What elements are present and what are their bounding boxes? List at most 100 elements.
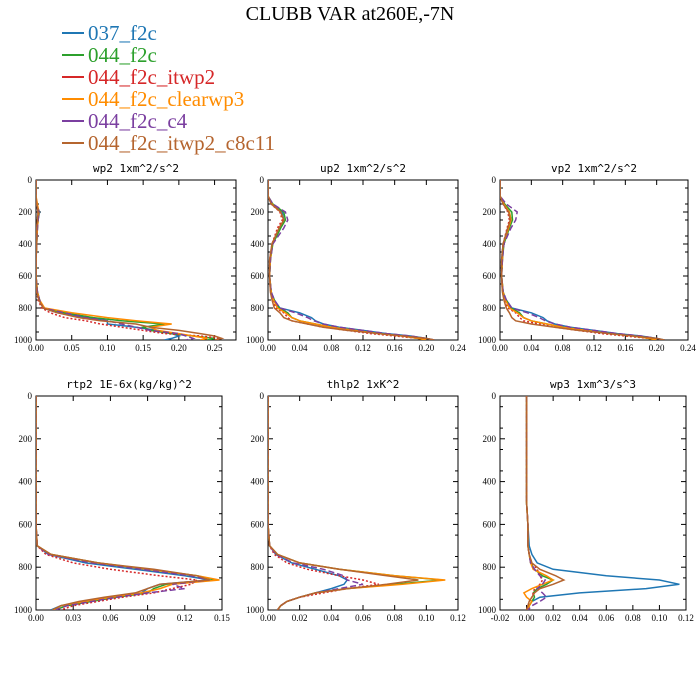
y-tick-label: 200 bbox=[19, 207, 33, 217]
y-tick-label: 1000 bbox=[478, 335, 497, 345]
chart-title: up2 1xm^2/s^2 bbox=[320, 162, 406, 175]
y-tick-label: 0 bbox=[492, 175, 497, 185]
series-line bbox=[500, 180, 665, 340]
x-tick-label: 0.03 bbox=[65, 613, 81, 623]
y-tick-label: 800 bbox=[483, 562, 497, 572]
series-line bbox=[268, 180, 435, 340]
x-tick-label: 0.12 bbox=[450, 613, 466, 623]
series-line bbox=[525, 396, 566, 610]
x-tick-label: 0.04 bbox=[292, 343, 308, 353]
series-line bbox=[36, 180, 215, 340]
plot-frame bbox=[499, 179, 689, 341]
legend-swatch bbox=[62, 142, 84, 144]
x-tick-label: 0.20 bbox=[649, 343, 665, 353]
y-tick-label: 200 bbox=[483, 207, 497, 217]
y-tick-label: 200 bbox=[251, 434, 265, 444]
series-line bbox=[500, 180, 657, 340]
x-tick-label: 0.16 bbox=[387, 343, 403, 353]
plot-frame bbox=[499, 395, 687, 611]
chart-panel: rtp2 1E-6x(kg/kg)^2 0 200 400 600 800 10000.00… bbox=[14, 378, 230, 623]
x-tick-label: 0.00 bbox=[492, 343, 508, 353]
legend-label: 037_f2c bbox=[88, 21, 157, 45]
series-line bbox=[500, 180, 665, 340]
y-tick-label: 400 bbox=[483, 239, 497, 249]
x-tick-label: 0.02 bbox=[292, 613, 308, 623]
y-tick-label: 400 bbox=[251, 239, 265, 249]
x-tick-label: 0.10 bbox=[418, 613, 434, 623]
plot-frame bbox=[267, 395, 459, 611]
legend-swatch bbox=[62, 120, 84, 122]
series-line bbox=[36, 396, 200, 610]
x-tick-label: 0.06 bbox=[103, 613, 119, 623]
legend-label: 044_f2c_itwp2 bbox=[88, 65, 216, 89]
x-tick-label: 0.10 bbox=[100, 343, 116, 353]
legend-label: 044_f2c_clearwp3 bbox=[88, 87, 245, 111]
x-tick-label: 0.00 bbox=[260, 613, 276, 623]
legend-swatch bbox=[62, 76, 84, 78]
y-tick-label: 1000 bbox=[246, 605, 265, 615]
chart-title: wp2 1xm^2/s^2 bbox=[93, 162, 179, 175]
figure-title: CLUBB VAR at260E,-7N bbox=[245, 3, 455, 25]
series-line bbox=[36, 180, 182, 340]
x-tick-label: 0.02 bbox=[545, 613, 561, 623]
y-tick-label: 0 bbox=[492, 391, 497, 401]
x-tick-label: 0.12 bbox=[355, 343, 371, 353]
x-tick-label: 0.08 bbox=[555, 343, 571, 353]
x-tick-label: 0.00 bbox=[28, 613, 44, 623]
series-line bbox=[268, 180, 427, 340]
chart-title: vp2 1xm^2/s^2 bbox=[551, 162, 637, 175]
x-tick-label: 0.05 bbox=[64, 343, 80, 353]
y-tick-label: 400 bbox=[483, 477, 497, 487]
legend-item: 044_f2c bbox=[62, 44, 275, 66]
series-line bbox=[525, 396, 544, 610]
y-tick-label: 600 bbox=[19, 519, 33, 529]
legend-swatch bbox=[62, 98, 84, 100]
series-line bbox=[36, 180, 222, 340]
series-line bbox=[268, 396, 364, 610]
y-tick-label: 0 bbox=[28, 175, 33, 185]
series-line bbox=[36, 396, 210, 610]
series-line bbox=[525, 396, 548, 610]
x-tick-label: -0.02 bbox=[491, 613, 510, 623]
x-tick-label: 0.08 bbox=[323, 343, 339, 353]
y-tick-label: 800 bbox=[251, 303, 265, 313]
legend-label: 044_f2c_c4 bbox=[88, 109, 188, 133]
y-tick-label: 800 bbox=[19, 303, 33, 313]
x-tick-label: 0.20 bbox=[418, 343, 434, 353]
y-tick-label: 0 bbox=[260, 175, 265, 185]
y-tick-label: 0 bbox=[28, 391, 33, 401]
chart-title: wp3 1xm^3/s^3 bbox=[550, 378, 636, 391]
series-line bbox=[36, 396, 216, 610]
x-tick-label: 0.12 bbox=[177, 613, 193, 623]
legend-label: 044_f2c_itwp2_c8c11 bbox=[88, 131, 276, 155]
x-tick-label: 0.08 bbox=[625, 613, 641, 623]
x-tick-label: 0.12 bbox=[678, 613, 694, 623]
x-tick-label: 0.20 bbox=[171, 343, 187, 353]
y-tick-label: 400 bbox=[19, 477, 33, 487]
series-line bbox=[36, 396, 220, 610]
chart-title: thlp2 1xK^2 bbox=[327, 378, 400, 391]
x-tick-label: 0.16 bbox=[617, 343, 633, 353]
y-tick-label: 0 bbox=[260, 391, 265, 401]
x-tick-label: 0.25 bbox=[207, 343, 223, 353]
y-tick-label: 600 bbox=[251, 519, 265, 529]
y-tick-label: 600 bbox=[483, 519, 497, 529]
y-tick-label: 200 bbox=[251, 207, 265, 217]
y-tick-label: 1000 bbox=[478, 605, 497, 615]
y-tick-label: 800 bbox=[251, 562, 265, 572]
x-tick-label: 0.04 bbox=[572, 613, 588, 623]
x-tick-label: 0.12 bbox=[586, 343, 602, 353]
y-tick-label: 600 bbox=[251, 271, 265, 281]
plot-frame bbox=[267, 179, 459, 341]
series-line bbox=[36, 396, 210, 610]
x-tick-label: 0.04 bbox=[323, 613, 339, 623]
x-tick-label: 0.00 bbox=[260, 343, 276, 353]
legend-item: 037_f2c bbox=[62, 22, 275, 44]
series-line bbox=[268, 180, 427, 340]
series-line bbox=[36, 180, 208, 340]
x-tick-label: 0.06 bbox=[598, 613, 614, 623]
